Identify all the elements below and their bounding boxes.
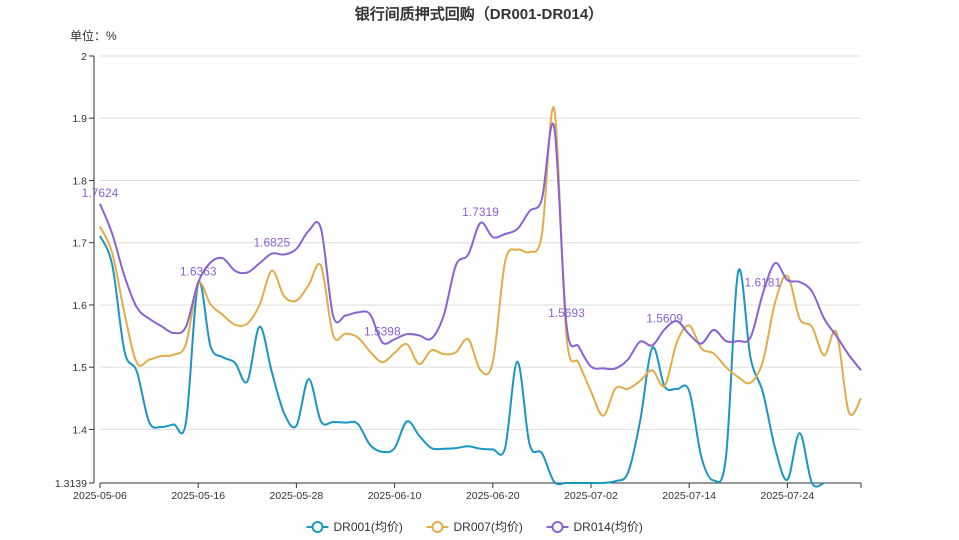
data-label: 1.5609 (646, 311, 683, 325)
y-tick-label: 1.9 (72, 113, 87, 125)
legend: DR001(均价) DR007(均价) DR014(均价) (306, 520, 643, 534)
x-tick-label: 2025-07-14 (662, 490, 716, 502)
data-label: 1.6181 (744, 276, 781, 290)
x-tick-label: 2025-07-02 (564, 490, 618, 502)
legend-item[interactable]: DR001(均价) (306, 520, 403, 534)
grid-lines (100, 55, 861, 430)
data-label: 1.5693 (548, 306, 585, 320)
y-tick-label: 1.4 (72, 424, 87, 436)
series-dr007-line (99, 106, 862, 417)
y-tick-label: 1.5 (72, 362, 87, 374)
series-dr014-line (99, 122, 862, 371)
legend-item[interactable]: DR014(均价) (546, 520, 643, 534)
legend-marker-icon (311, 521, 324, 533)
chart-title: 银行间质押式回购（DR001-DR014） (355, 5, 603, 23)
y-axis-ticks: 1.3139 1.4 1.5 1.6 1.7 1.8 1.9 2 (55, 51, 94, 490)
x-tick-label: 2025-05-16 (171, 490, 225, 502)
y-tick-label: 1.3139 (55, 478, 87, 490)
y-tick-label: 2 (81, 51, 87, 63)
unit-label: 单位：% (70, 28, 117, 43)
x-tick-label: 2025-05-28 (270, 490, 324, 502)
legend-label: DR014(均价) (574, 520, 643, 534)
legend-label: DR007(均价) (454, 520, 523, 534)
y-tick-label: 1.6 (72, 300, 87, 312)
x-tick-label: 2025-06-10 (368, 490, 422, 502)
y-tick-label: 1.7 (72, 238, 87, 250)
legend-item[interactable]: DR007(均价) (426, 520, 523, 534)
x-axis-ticks: 2025-05-06 2025-05-16 2025-05-28 2025-06-10… (73, 483, 862, 502)
data-label: 1.6363 (180, 264, 217, 278)
series-dr001-line (99, 235, 825, 488)
legend-marker-icon (431, 521, 444, 533)
y-tick-label: 1.8 (72, 175, 87, 187)
legend-label: DR001(均价) (334, 520, 403, 534)
data-label: 1.6825 (253, 236, 290, 250)
data-labels: 1.7624 1.6363 1.6825 1.5398 1.7319 1.5693 1.56… (82, 186, 782, 339)
x-tick-label: 2025-07-24 (760, 490, 814, 502)
data-label: 1.5398 (364, 324, 401, 338)
legend-marker-icon (551, 521, 564, 533)
x-tick-label: 2025-06-20 (466, 490, 520, 502)
x-tick-label: 2025-05-06 (73, 490, 127, 502)
series-group (99, 106, 862, 488)
data-label: 1.7624 (82, 186, 119, 200)
data-label: 1.7319 (462, 205, 499, 219)
